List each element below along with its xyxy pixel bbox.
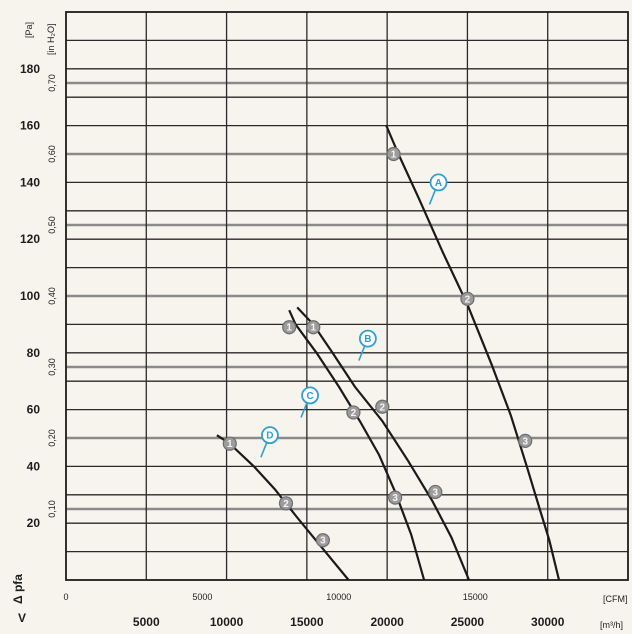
curve-tag-letter: C [306, 391, 313, 402]
x2-tick-label: 5000 [192, 592, 212, 602]
curve-c [288, 309, 426, 581]
plot-frame [65, 11, 629, 581]
operating-point-marker [315, 533, 331, 548]
operating-point-marker [375, 399, 390, 414]
y-tick-label: 100 [20, 289, 40, 303]
operating-point-marker [278, 496, 294, 511]
operating-point-number: 3 [522, 436, 528, 447]
operating-point-number: 2 [380, 402, 386, 413]
x-tick-label: 15000 [290, 615, 324, 629]
y2-tick-label: 0,10 [47, 500, 57, 518]
curve-tag-letter: D [266, 431, 273, 442]
x-tick-label: 5000 [133, 615, 160, 629]
operating-point-b: 2 [375, 399, 390, 414]
y2-tick-label: 0,30 [47, 358, 57, 376]
operating-point-marker [306, 320, 321, 335]
operating-point-b: 1 [306, 320, 321, 335]
operating-point-d: 1 [222, 436, 237, 451]
operating-point-marker [388, 490, 403, 505]
curve-tag-letter: B [364, 334, 371, 345]
x-tick-label: 10000 [210, 615, 244, 629]
y-tick-label: 80 [27, 346, 41, 360]
x-tick-label: 20000 [370, 615, 404, 629]
operating-point-number: 2 [351, 408, 357, 419]
operating-point-marker [518, 433, 533, 448]
operating-points: 1 2 3 1 2 3 1 2 3 1 2 3 [222, 146, 533, 548]
axis-labels: [Pa] [in H₂O] Δ pfa V [m³/h] [CFM] 20406… [11, 22, 628, 630]
x2-axis-unit: [CFM] [603, 594, 628, 604]
plot-grid [66, 12, 628, 580]
y2-axis-unit: [in H₂O] [46, 24, 56, 56]
y-tick-label: 180 [20, 62, 40, 76]
operating-point-a: 3 [518, 433, 533, 448]
operating-point-d: 3 [315, 533, 331, 548]
y-axis-label: Δ pfa [11, 574, 25, 604]
curve-tag-b: B [358, 329, 377, 361]
operating-point-number: 1 [286, 323, 292, 334]
y-axis-unit: [Pa] [24, 22, 34, 38]
operating-point-number: 1 [391, 150, 397, 161]
curve-tag-leader [300, 402, 308, 418]
y-tick-label: 120 [20, 232, 40, 246]
operating-point-number: 1 [310, 323, 316, 334]
operating-point-marker [222, 436, 237, 451]
operating-point-c: 3 [388, 490, 403, 505]
curve-tag-circle [301, 386, 319, 405]
x-tick-label: 25000 [451, 615, 485, 629]
x-axis-label: V [18, 611, 26, 625]
curve-tag-letter: A [435, 178, 442, 189]
curve-tag-d: D [260, 426, 279, 458]
operating-point-marker [428, 484, 443, 500]
operating-point-marker [460, 291, 475, 306]
curve-tag-circle [261, 426, 279, 445]
y-tick-label: 60 [27, 403, 41, 417]
operating-point-c: 2 [346, 405, 361, 420]
operating-point-marker [386, 146, 401, 162]
curve-b [296, 306, 471, 581]
curve-tag-circle [429, 173, 448, 192]
y2-tick-label: 0,50 [47, 216, 57, 234]
y2-tick-label: 0,20 [47, 429, 57, 447]
curve-tag-leader [428, 189, 437, 205]
x2-tick-label: 0 [63, 592, 68, 602]
operating-point-number: 3 [320, 536, 326, 547]
x2-tick-label: 15000 [463, 592, 488, 602]
x2-tick-label: 10000 [326, 592, 351, 602]
operating-point-d: 2 [278, 496, 294, 511]
y2-tick-label: 0,60 [47, 145, 57, 163]
y2-tick-label: 0,70 [47, 74, 57, 92]
curve-tag-leader [260, 441, 268, 458]
operating-point-number: 3 [392, 493, 398, 504]
operating-point-number: 3 [433, 487, 439, 498]
curve-tag-leader [358, 345, 366, 361]
x-axis-unit: [m³/h] [600, 620, 623, 630]
operating-point-b: 3 [428, 484, 443, 500]
operating-point-a: 2 [460, 291, 475, 306]
operating-point-marker [346, 405, 361, 420]
operating-point-marker [282, 320, 297, 335]
y2-tick-label: 0,40 [47, 287, 57, 305]
operating-point-number: 2 [283, 499, 289, 510]
y-tick-label: 20 [27, 516, 41, 530]
operating-point-c: 1 [282, 320, 297, 335]
curve-a [385, 125, 561, 581]
curve-tag-circle [358, 329, 377, 348]
curve-tag-a: A [428, 173, 448, 205]
y-tick-label: 160 [20, 119, 40, 133]
curve-tag-c: C [300, 386, 319, 418]
operating-point-number: 1 [227, 439, 233, 450]
operating-point-a: 1 [386, 146, 401, 162]
x-tick-label: 30000 [531, 615, 565, 629]
y-tick-label: 40 [27, 459, 41, 473]
curve-tags: A B C D [260, 173, 448, 458]
y-tick-label: 140 [20, 175, 40, 189]
operating-point-number: 2 [465, 294, 471, 305]
